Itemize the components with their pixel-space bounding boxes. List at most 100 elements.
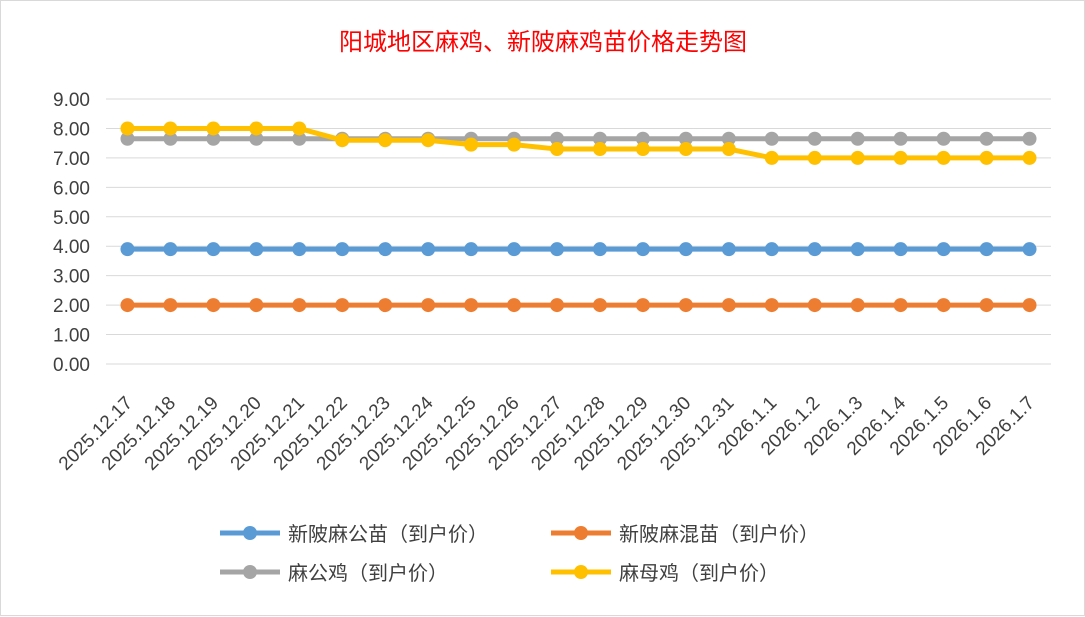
data-point	[635, 242, 650, 257]
data-point	[550, 142, 565, 157]
y-tick-label: 6.00	[53, 178, 90, 199]
data-point	[1022, 242, 1037, 257]
data-point	[850, 150, 865, 165]
data-point	[893, 298, 908, 313]
legend-swatch-marker	[243, 565, 257, 579]
data-point	[807, 242, 822, 257]
data-point	[249, 121, 264, 136]
data-point	[592, 142, 607, 157]
data-point	[163, 298, 178, 313]
data-point	[678, 298, 693, 313]
data-point	[592, 298, 607, 313]
data-point	[206, 121, 221, 136]
data-point	[292, 242, 307, 257]
y-axis-ticks: 0.00 1.00 2.00 3.00 4.00 5.00 6.00 7.00 8.00 9.00	[53, 90, 90, 376]
legend-label: 麻公鸡（到户价）	[288, 561, 448, 585]
legend-item: 新陂麻公苗（到户价）	[220, 522, 488, 546]
y-tick-label: 0.00	[53, 355, 90, 376]
data-point	[764, 242, 779, 257]
legend-swatch-marker	[243, 526, 257, 540]
data-point	[507, 137, 522, 152]
series-lines	[120, 121, 1037, 313]
data-point	[635, 142, 650, 157]
legend-swatch-marker	[574, 526, 588, 540]
data-point	[936, 298, 951, 313]
data-point	[678, 131, 693, 146]
data-point	[721, 242, 736, 257]
data-point	[206, 242, 221, 257]
data-point	[936, 150, 951, 165]
data-point	[850, 298, 865, 313]
data-point	[764, 298, 779, 313]
legend-swatch-marker	[574, 565, 588, 579]
data-point	[721, 298, 736, 313]
legend-label: 新陂麻混苗（到户价）	[619, 522, 819, 546]
data-point	[1022, 298, 1037, 313]
data-point	[335, 242, 350, 257]
data-point	[550, 298, 565, 313]
data-point	[807, 131, 822, 146]
series-3	[120, 121, 1037, 165]
legend-item: 新陂麻混苗（到户价）	[551, 522, 819, 546]
data-point	[335, 133, 350, 148]
data-point	[464, 298, 479, 313]
data-point	[807, 298, 822, 313]
y-tick-label: 8.00	[53, 119, 90, 140]
data-point	[249, 298, 264, 313]
data-point	[421, 133, 436, 148]
data-point	[850, 131, 865, 146]
data-point	[893, 242, 908, 257]
data-point	[464, 242, 479, 257]
data-point	[550, 242, 565, 257]
data-point	[678, 142, 693, 157]
legend: 新陂麻公苗（到户价） 新陂麻混苗（到户价） 麻公鸡（到户价） 麻母鸡（到户价）	[220, 522, 819, 585]
y-tick-label: 5.00	[53, 208, 90, 229]
data-point	[764, 150, 779, 165]
y-tick-label: 7.00	[53, 149, 90, 170]
y-tick-label: 9.00	[53, 90, 90, 111]
data-point	[292, 121, 307, 136]
data-point	[592, 242, 607, 257]
data-point	[378, 133, 393, 148]
data-point	[421, 242, 436, 257]
data-point	[807, 150, 822, 165]
data-point	[1022, 131, 1037, 146]
data-point	[378, 242, 393, 257]
data-point	[893, 131, 908, 146]
data-point	[120, 131, 135, 146]
data-point	[721, 142, 736, 157]
data-point	[764, 131, 779, 146]
legend-item: 麻母鸡（到户价）	[551, 561, 779, 585]
legend-label: 麻母鸡（到户价）	[619, 561, 779, 585]
data-point	[120, 242, 135, 257]
data-point	[979, 242, 994, 257]
legend-label: 新陂麻公苗（到户价）	[288, 522, 488, 546]
chart-title: 阳城地区麻鸡、新陂麻鸡苗价格走势图	[339, 28, 747, 56]
data-point	[721, 131, 736, 146]
x-axis-ticks: 2025.12.172025.12.182025.12.192025.12.20…	[55, 392, 1039, 474]
data-point	[635, 131, 650, 146]
data-point	[163, 121, 178, 136]
y-tick-label: 1.00	[53, 326, 90, 347]
data-point	[249, 242, 264, 257]
data-point	[979, 150, 994, 165]
data-point	[936, 242, 951, 257]
data-point	[120, 121, 135, 136]
data-point	[206, 131, 221, 146]
series-line	[127, 125, 1030, 161]
data-point	[893, 150, 908, 165]
data-point	[936, 131, 951, 146]
data-point	[421, 298, 436, 313]
data-point	[378, 298, 393, 313]
data-point	[678, 242, 693, 257]
data-point	[979, 131, 994, 146]
data-point	[464, 137, 479, 152]
data-point	[592, 131, 607, 146]
data-point	[335, 298, 350, 313]
data-point	[979, 298, 994, 313]
data-point	[550, 131, 565, 146]
data-point	[850, 242, 865, 257]
y-tick-label: 3.00	[53, 267, 90, 288]
